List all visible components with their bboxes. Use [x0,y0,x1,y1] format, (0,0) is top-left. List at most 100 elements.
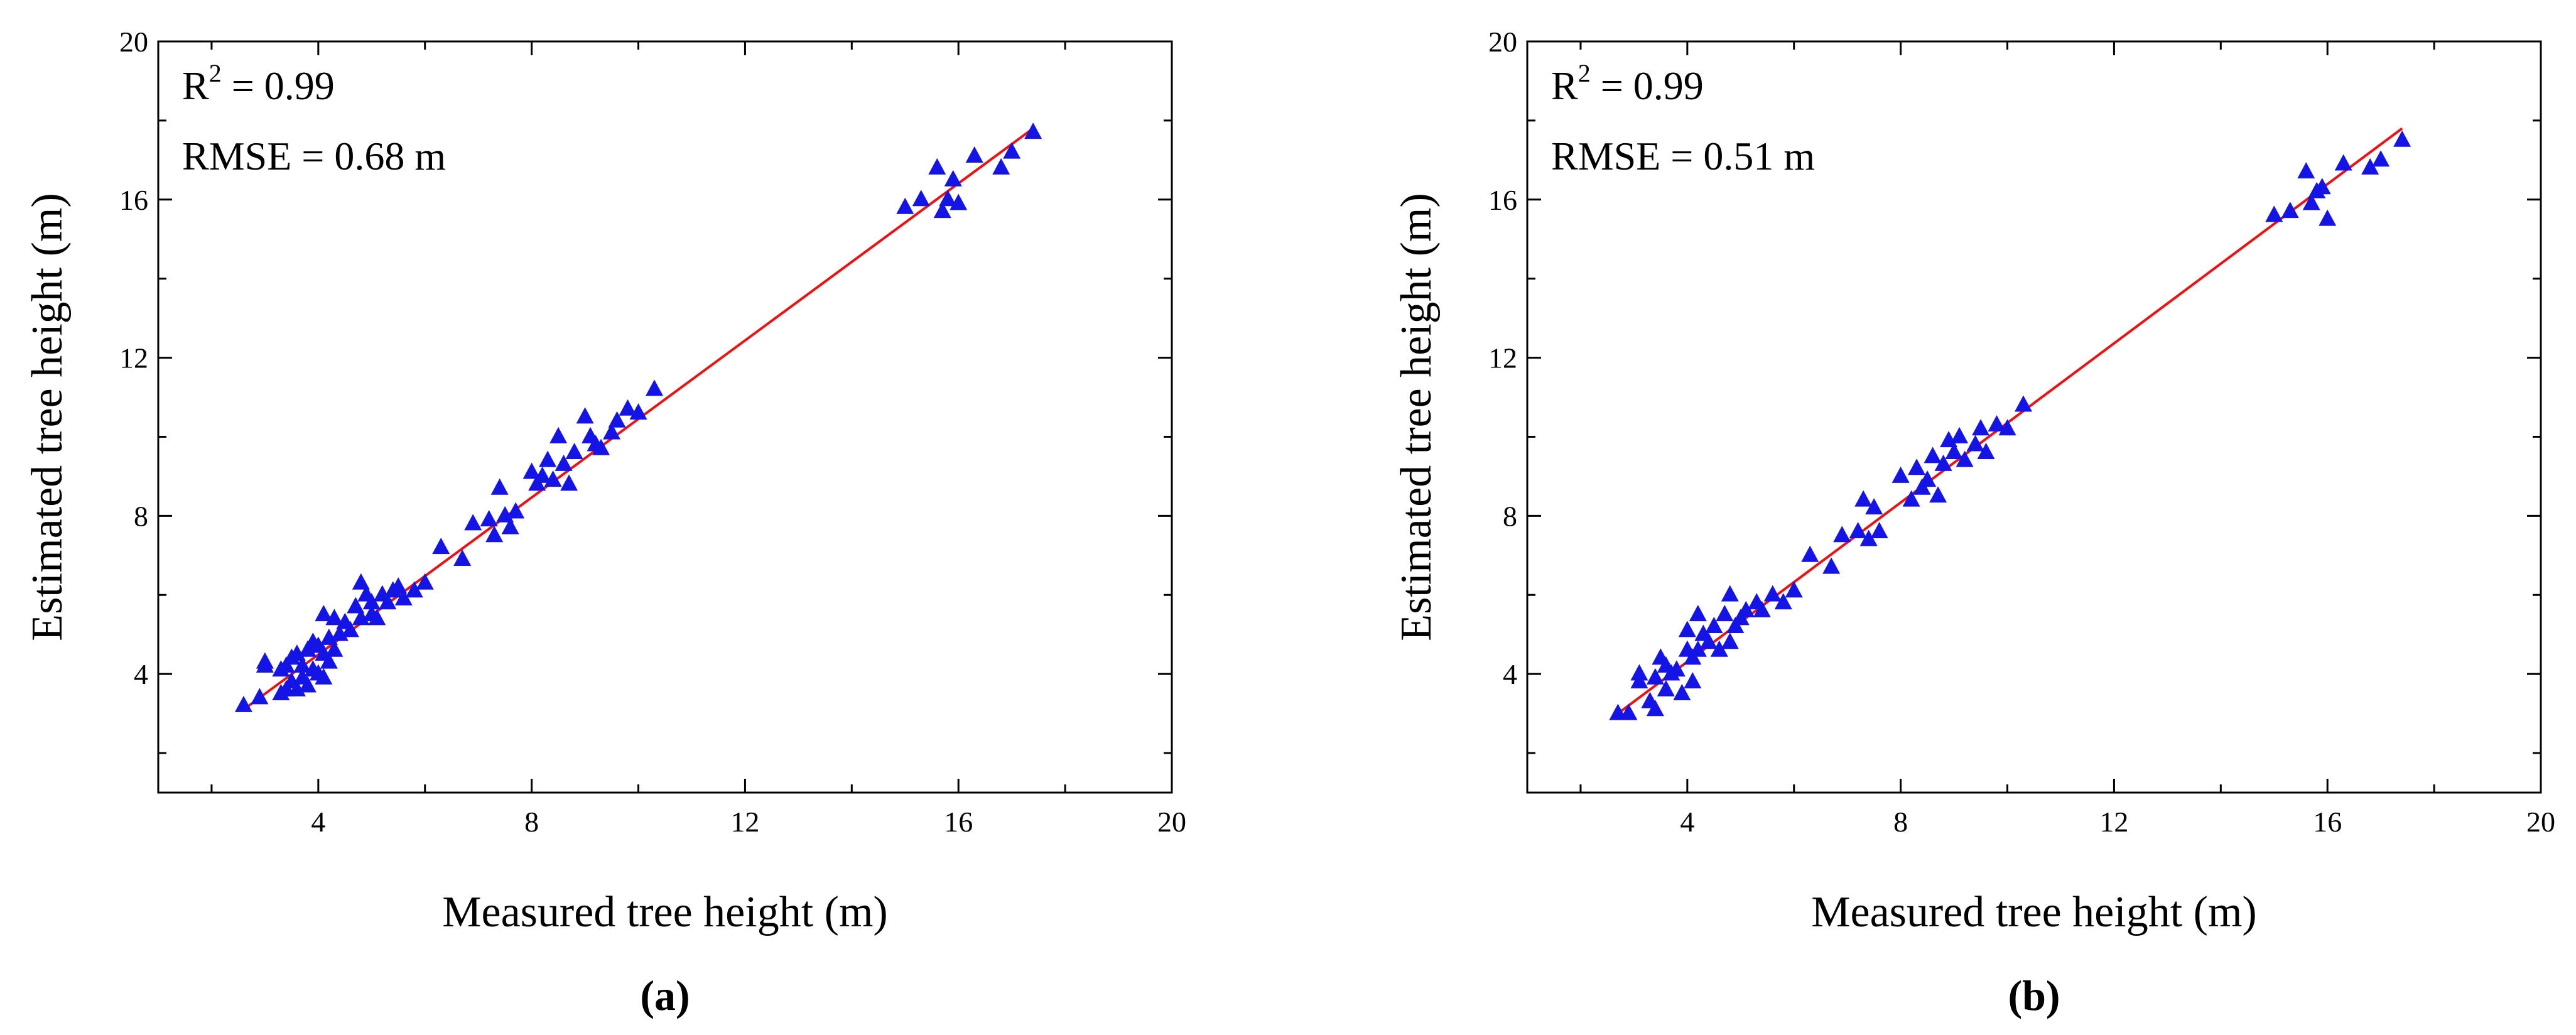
axis-ticks: 4 8 12 16 20 4 8 12 16 20 [1488,26,2555,838]
data-point [315,668,333,685]
data-point [1988,415,2006,431]
data-point [315,605,333,622]
y-tick-label: 16 [1488,184,1517,216]
data-point [432,538,450,555]
data-points [234,122,1042,712]
x-tick-label: 16 [944,806,973,838]
data-point [1956,450,1974,467]
data-point [1998,419,2016,436]
x-axis-title: Measured tree height (m) [442,888,887,936]
data-point [256,652,274,669]
data-point [933,202,951,219]
data-point [1678,620,1696,637]
data-point [379,593,397,610]
y-tick-label: 12 [1488,342,1517,374]
data-point [1801,545,1819,562]
x-tick-label: 8 [1893,806,1908,838]
y-axis-title: Estimated tree height (m) [1392,193,1441,641]
data-point [1646,668,1664,685]
data-point [608,411,626,428]
data-point [565,443,583,460]
data-point [555,454,573,471]
chart-panel-b: 4 8 12 16 20 4 8 12 16 20 R2 = 0.99 RMSE = 0.51 m… [1392,26,2555,1019]
data-point [352,573,370,590]
data-point [1870,521,1888,538]
data-point [1934,454,1952,471]
data-point [1951,426,1969,443]
data-point [912,190,930,207]
data-point [1972,419,1990,436]
data-point [629,403,647,420]
data-point [1721,585,1739,602]
data-point [416,573,434,590]
y-tick-label: 16 [119,184,148,216]
x-tick-label: 20 [1157,806,1186,838]
data-point [1902,490,1920,507]
data-point [1891,466,1910,483]
data-point [1929,486,1947,503]
data-point [944,170,962,187]
data-point [325,609,344,626]
data-point [490,478,509,495]
data-point [453,550,472,566]
y-tick-label: 8 [134,500,148,532]
data-point [293,656,311,673]
data-point [2265,205,2283,222]
data-point [939,190,957,207]
data-point [1737,600,1755,617]
plot-area-frame [1526,40,2542,794]
x-tick-label: 8 [524,806,539,838]
data-point [965,146,983,163]
y-axis-title: Estimated tree height (m) [23,193,72,641]
y-tick-label: 8 [1503,500,1517,532]
data-point [928,158,946,175]
data-point [2302,193,2320,210]
data-point [1667,660,1686,677]
data-point [1705,617,1723,634]
data-point [1689,605,1707,622]
rmse-annotation: RMSE = 0.68 m [182,134,446,178]
data-point [1657,680,1675,696]
data-point [1865,498,1883,515]
data-point [1710,640,1728,657]
data-point [251,688,269,705]
data-point [341,620,359,637]
chart-panel-a: 4 8 12 16 20 4 8 12 16 20 R2 = 0.99 RMSE = 0.68 m… [23,26,1186,1019]
x-tick-label: 4 [1680,806,1694,838]
data-point [1774,593,1792,610]
axis-ticks: 4 8 12 16 20 4 8 12 16 20 [119,26,1186,838]
x-axis-title: Measured tree height (m) [1811,888,2256,936]
data-point [1924,447,1942,463]
data-point [1833,526,1851,543]
data-point [1849,521,1867,538]
data-point [1721,632,1739,649]
y-tick-label: 20 [1488,26,1517,58]
data-points [1609,130,2411,720]
data-point [347,597,365,614]
data-point [2015,395,2033,412]
data-point [1024,122,1042,139]
x-tick-label: 12 [2099,806,2128,838]
data-point [501,518,519,534]
data-point [619,399,637,416]
data-point [1673,684,1691,701]
data-point [234,695,252,712]
data-point [1918,470,1937,487]
data-point [1684,672,1702,689]
data-point [1977,443,1995,460]
data-point [1859,529,1878,546]
data-point [394,588,413,605]
data-point [368,609,386,626]
panel-label: (a) [640,972,690,1019]
data-point [2393,130,2411,147]
data-point [362,593,381,610]
data-point [560,474,578,491]
data-point [646,379,664,396]
data-point [1908,458,1926,475]
data-point [507,502,525,519]
x-tick-label: 12 [730,806,759,838]
x-tick-label: 20 [2526,806,2555,838]
data-point [1854,490,1873,507]
data-point [1716,605,1734,622]
